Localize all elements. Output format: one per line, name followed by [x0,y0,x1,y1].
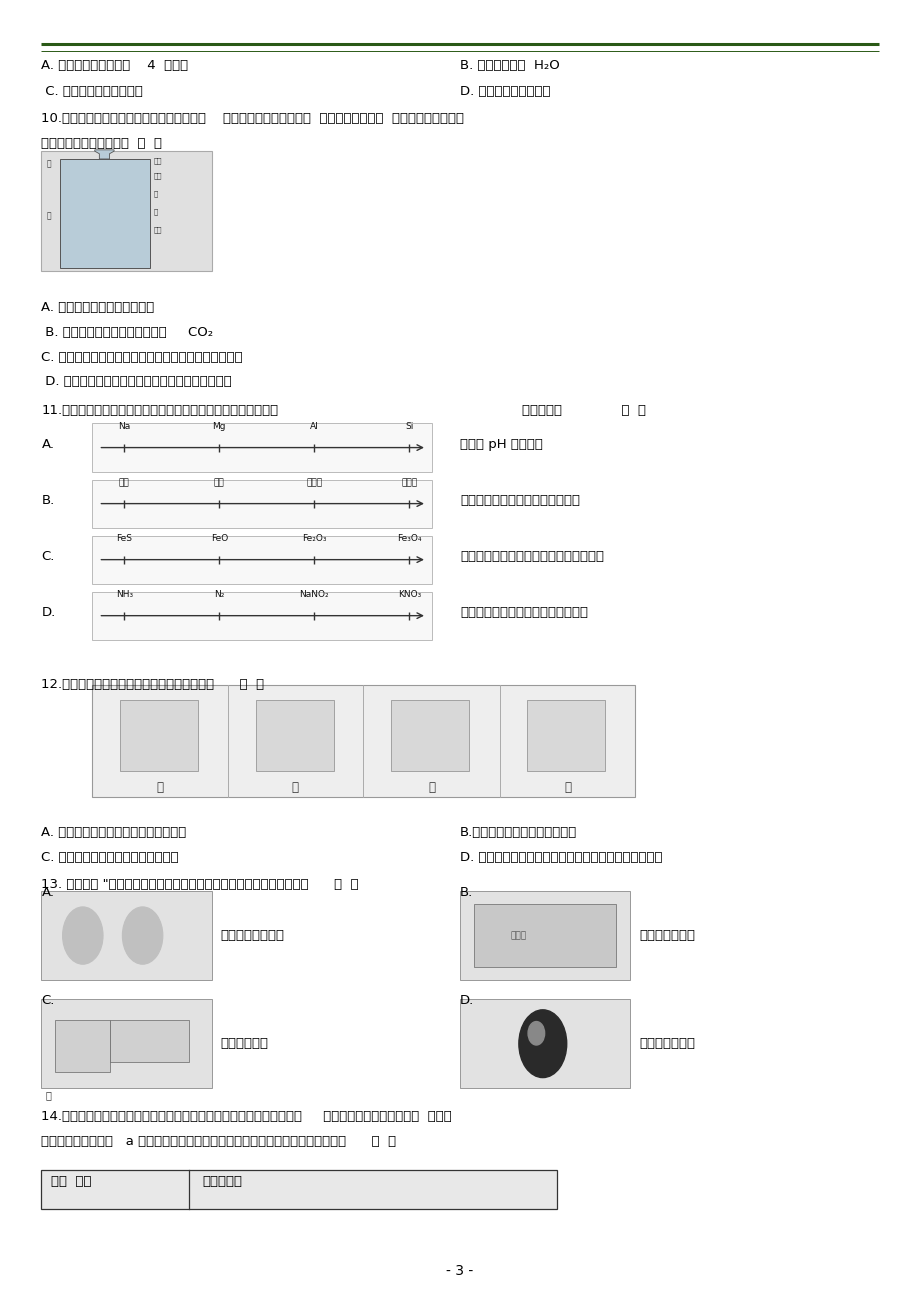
FancyBboxPatch shape [41,999,211,1088]
Text: Fe₃O₄: Fe₃O₄ [397,534,421,543]
Text: 11.用数轴表示某些化学知识直观、简明、易记，下列数轴表示错: 11.用数轴表示某些化学知识直观、简明、易记，下列数轴表示错 [41,404,278,417]
FancyBboxPatch shape [460,891,630,980]
Text: 甲烷气体燃烧: 甲烷气体燃烧 [221,1037,268,1050]
Text: 鱼: 鱼 [47,211,51,220]
Circle shape [518,1010,566,1078]
FancyBboxPatch shape [391,700,469,771]
Text: C. 反应后催化剂质量增加: C. 反应后催化剂质量增加 [41,85,143,98]
FancyBboxPatch shape [92,480,432,528]
Text: 12.下列四图中，有关实验设计与表述正确的是      （  ）: 12.下列四图中，有关实验设计与表述正确的是 （ ） [41,678,265,691]
Text: 13. 模拟实验 "是一种常用的科学研究方法，以下不属于该研究方法的是      （  ）: 13. 模拟实验 "是一种常用的科学研究方法，以下不属于该研究方法的是 （ ） [41,878,358,891]
Text: A.: A. [41,886,54,899]
Text: C.: C. [41,994,55,1007]
FancyBboxPatch shape [473,904,616,967]
Text: 雪碧: 雪碧 [213,478,224,487]
Text: Si: Si [404,422,414,431]
Polygon shape [60,159,150,268]
Text: Fe₂O₃: Fe₂O₃ [301,534,326,543]
Text: N₂: N₂ [214,590,224,599]
FancyBboxPatch shape [527,700,605,771]
Circle shape [62,907,103,964]
Text: FeO: FeO [210,534,228,543]
FancyBboxPatch shape [110,1020,188,1062]
Text: 汽油机工作原理: 汽油机工作原理 [639,929,695,942]
FancyBboxPatch shape [41,1170,556,1209]
Text: D. 随着能量的消耗，整个生态瓶的质量会逐渐减小: D. 随着能量的消耗，整个生态瓶的质量会逐渐减小 [41,375,232,388]
Text: A. 图甲可用来演示电流周围存在着磁场: A. 图甲可用来演示电流周围存在着磁场 [41,826,187,839]
Text: A. 水草为鱼的生存提供了氧气: A. 水草为鱼的生存提供了氧气 [41,301,154,314]
Text: 不同种原子间的原子序数依次递增: 不同种原子间的原子序数依次递增 [460,494,579,507]
Text: Na: Na [118,422,130,431]
Text: C. 图丙可用来演示磁场对电流的作用: C. 图丙可用来演示磁场对电流的作用 [41,851,179,864]
Text: 汽油机: 汽油机 [510,932,527,939]
Text: 取少量反应后的溶液   a 于试管中，用下表中的试剂进行实验，相应的结果错误的是      （  ）: 取少量反应后的溶液 a 于试管中，用下表中的试剂进行实验，相应的结果错误的是 （… [41,1135,396,1148]
Polygon shape [95,150,114,159]
Text: B. 鱼可为植物的光合作用提供了     CO₂: B. 鱼可为植物的光合作用提供了 CO₂ [41,326,213,339]
FancyBboxPatch shape [55,1020,110,1072]
Text: D.: D. [41,606,55,619]
Text: NaNO₂: NaNO₂ [300,590,329,599]
Text: B.: B. [41,494,54,507]
Text: 丁: 丁 [563,780,571,794]
Text: 含铁化合物中铁元素的质量分数由小到大: 含铁化合物中铁元素的质量分数由小到大 [460,550,604,563]
FancyBboxPatch shape [92,592,432,640]
Text: Al: Al [310,422,318,431]
Text: Mg: Mg [212,422,226,431]
Text: 选项  试剂: 选项 试剂 [51,1175,91,1188]
Text: KNO₃: KNO₃ [397,590,421,599]
Text: A. 反应物与生成物共有    4  种分子: A. 反应物与生成物共有 4 种分子 [41,59,188,72]
FancyBboxPatch shape [92,536,432,584]
Text: 甲: 甲 [156,780,164,794]
FancyBboxPatch shape [119,700,198,771]
Text: 肥皂水: 肥皂水 [401,478,417,487]
Text: 地球形状的研究: 地球形状的研究 [639,1037,695,1050]
Text: 大碳: 大碳 [153,158,162,164]
Text: 现象和结论: 现象和结论 [202,1175,242,1188]
Text: D. 图丁可用来演示电磁铁的磁性强弱与电流大小的关系: D. 图丁可用来演示电磁铁的磁性强弱与电流大小的关系 [460,851,662,864]
Text: 乙: 乙 [291,780,299,794]
Text: D.: D. [460,994,473,1007]
Text: 甲: 甲 [46,1091,51,1101]
FancyBboxPatch shape [92,685,634,797]
Text: 丙: 丙 [427,780,435,794]
Text: C.: C. [41,550,55,563]
FancyBboxPatch shape [41,151,211,271]
FancyBboxPatch shape [41,891,211,980]
Text: 10.将水草和鱼等放入盛有水的大玻璃瓶中，    做成如图所示的生态瓶，  密闭后置于光照、  温度等适宜条件下。: 10.将水草和鱼等放入盛有水的大玻璃瓶中， 做成如图所示的生态瓶， 密闭后置于光… [41,112,464,125]
Text: 含氮物质中氮元素的化合价从低到高: 含氮物质中氮元素的化合价从低到高 [460,606,587,619]
Text: NH₃: NH₃ [116,590,132,599]
Text: ．误．的是              （  ）: ．误．的是 （ ） [521,404,645,417]
Text: FeS: FeS [116,534,132,543]
Circle shape [122,907,163,964]
Text: C. 若该玻璃瓶长久置于黑暗中，水草、鱼、螺将会死亡: C. 若该玻璃瓶长久置于黑暗中，水草、鱼、螺将会死亡 [41,351,243,364]
FancyBboxPatch shape [92,423,432,472]
Circle shape [528,1022,544,1045]
Text: 水草: 水草 [153,227,162,233]
Text: 藻瓶: 藻瓶 [153,172,162,179]
Text: A.: A. [41,438,54,451]
Text: 植: 植 [153,190,158,197]
Text: 水: 水 [47,159,51,168]
Text: 食盐水: 食盐水 [306,478,322,487]
Text: B.: B. [460,886,472,899]
Text: 下列相关叙述，错误的是  （  ）: 下列相关叙述，错误的是 （ ） [41,137,163,150]
Text: 14.小明向盛有盐酸和氯化镁溶液的烧杯中加入一定量的氢氧化钠溶液，     为判断反应后溶液的成分，  他分别: 14.小明向盛有盐酸和氯化镁溶液的烧杯中加入一定量的氢氧化钠溶液， 为判断反应后… [41,1110,451,1123]
Text: 螺: 螺 [153,208,158,215]
Text: B.图乙可用来演示电磁感应现象: B.图乙可用来演示电磁感应现象 [460,826,576,839]
Text: D. 该反应属于分解反应: D. 该反应属于分解反应 [460,85,550,98]
Text: 研究宇宙膨胀实验: 研究宇宙膨胀实验 [221,929,285,942]
FancyBboxPatch shape [460,999,630,1088]
Text: - 3 -: - 3 - [446,1264,473,1278]
Text: B. 生成物之一为  H₂O: B. 生成物之一为 H₂O [460,59,559,72]
FancyBboxPatch shape [255,700,334,771]
Text: 食醋: 食醋 [119,478,130,487]
Text: 溶液的 pH 由小到大: 溶液的 pH 由小到大 [460,438,542,451]
